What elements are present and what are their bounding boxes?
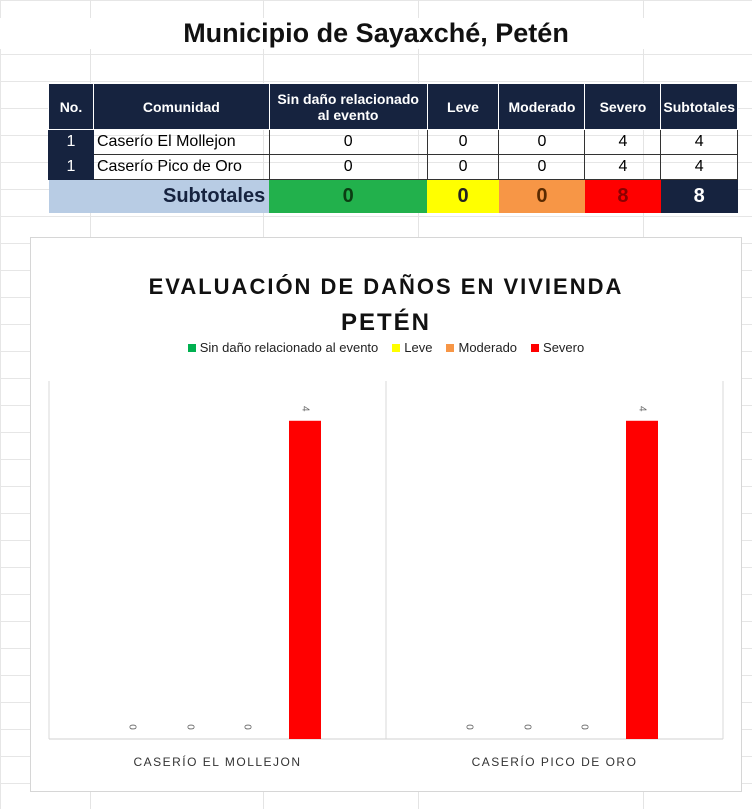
totals-label[interactable]: Subtotales: [48, 179, 270, 213]
header-comunidad[interactable]: Comunidad: [92, 83, 270, 130]
cell-subtotal[interactable]: 4: [660, 129, 738, 155]
total-leve[interactable]: 0: [427, 179, 499, 213]
cell-leve[interactable]: 0: [426, 154, 500, 180]
data-label: 0: [521, 724, 532, 730]
legend-label: Severo: [543, 340, 585, 355]
totals-row: Subtotales 0 0 0 8 8: [48, 179, 738, 213]
cell-leve[interactable]: 0: [426, 129, 500, 155]
legend-swatch: [446, 343, 455, 352]
total-subtotal[interactable]: 8: [660, 179, 738, 213]
chart[interactable]: EVALUACIÓN DE DAÑOS EN VIVIENDA PETÉN Si…: [30, 237, 742, 792]
header-moderado[interactable]: Moderado: [498, 83, 586, 130]
legend-item: Sin daño relacionado al evento: [187, 340, 379, 355]
cell-severo[interactable]: 4: [584, 154, 662, 180]
bar: [289, 420, 321, 739]
data-label: 0: [126, 724, 137, 730]
legend-item: Severo: [531, 340, 584, 355]
data-label: 0: [241, 724, 252, 730]
cell-moderado[interactable]: 0: [498, 129, 586, 155]
legend-item: Leve: [392, 340, 432, 355]
table-row: 1 Caserío El Mollejon 0 0 0 4 4: [48, 129, 738, 155]
cell-comunidad[interactable]: Caserío Pico de Oro: [92, 154, 270, 180]
header-subtotales[interactable]: Subtotales: [660, 83, 738, 130]
cell-moderado[interactable]: 0: [498, 154, 586, 180]
damage-table: No. Comunidad Sin daño relacionado al ev…: [48, 83, 738, 213]
table-row: 1 Caserío Pico de Oro 0 0 0 4 4: [48, 154, 738, 180]
cell-comunidad[interactable]: Caserío El Mollejon: [92, 129, 270, 155]
total-sin[interactable]: 0: [269, 179, 428, 213]
cell-no[interactable]: 1: [48, 129, 94, 155]
plot-area: 0 0 0 4 CASERÍO EL MOLLEJON 0 0 0 4 CASERÍO PICO …: [48, 381, 724, 769]
sheet-title: Municipio de Sayaxché, Petén: [0, 18, 752, 49]
cell-severo[interactable]: 4: [584, 129, 662, 155]
header-sin-dano[interactable]: Sin daño relacionado al evento: [268, 83, 428, 130]
legend-label: Sin daño relacionado al evento: [199, 340, 379, 355]
legend-label: Moderado: [458, 340, 518, 355]
cell-sin[interactable]: 0: [268, 129, 428, 155]
chart-subtitle: PETÉN: [340, 309, 431, 336]
cell-no[interactable]: 1: [48, 154, 94, 180]
category-label: CASERÍO EL MOLLEJON: [133, 754, 301, 769]
data-label: 0: [578, 724, 589, 730]
legend-swatch: [531, 343, 540, 352]
legend-label: Leve: [404, 340, 433, 355]
total-severo[interactable]: 8: [584, 179, 661, 213]
legend-item: Moderado: [446, 340, 517, 355]
bar: [626, 420, 658, 739]
data-label: 0: [463, 724, 474, 730]
header-row: No. Comunidad Sin daño relacionado al ev…: [48, 83, 738, 130]
header-leve[interactable]: Leve: [426, 83, 500, 130]
total-moderado[interactable]: 0: [498, 179, 585, 213]
legend-swatch: [392, 343, 401, 352]
data-label: 4: [636, 406, 647, 412]
legend: Sin daño relacionado al evento Leve Mode…: [31, 340, 741, 355]
data-label: 0: [184, 724, 195, 730]
header-no[interactable]: No.: [48, 83, 94, 130]
chart-title: EVALUACIÓN DE DAÑOS EN VIVIENDA: [148, 274, 624, 299]
cell-sin[interactable]: 0: [268, 154, 428, 180]
header-severo[interactable]: Severo: [584, 83, 662, 130]
category-label: CASERÍO PICO DE ORO: [472, 754, 638, 769]
data-label: 4: [299, 406, 310, 412]
cell-subtotal[interactable]: 4: [660, 154, 738, 180]
legend-swatch: [187, 343, 196, 352]
